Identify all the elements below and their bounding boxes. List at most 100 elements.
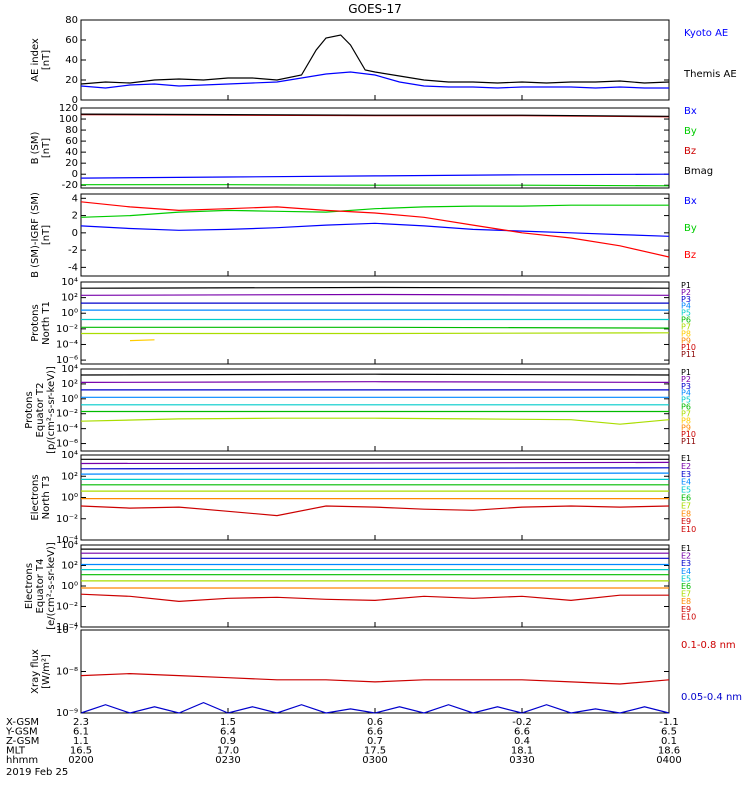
y-axis-label: [W/m²] [41, 654, 52, 689]
legend-entry: P2 [681, 375, 691, 384]
legend-entry: E3 [681, 470, 691, 479]
y-tick-label: -20 [62, 180, 78, 191]
y-axis-label: B (SM) [30, 131, 41, 164]
series-bmag [80, 113, 670, 117]
plot-frame [80, 544, 670, 628]
ephemeris-value: 0.1 [661, 736, 677, 747]
series-p2 [80, 381, 670, 383]
legend-entry: E10 [681, 525, 696, 534]
legend-entry: P1 [681, 368, 691, 377]
ephemeris-value: 0.9 [220, 736, 236, 747]
ephemeris-value: 0.4 [514, 736, 530, 747]
series-p1 [80, 286, 670, 289]
y-axis-label: Electrons [30, 474, 41, 520]
y-tick-label: 10⁰ [61, 493, 78, 504]
series-p8 [129, 339, 155, 342]
y-tick-label: 0 [72, 95, 78, 106]
y-tick-label: 20 [65, 158, 78, 169]
legend-entry: P4 [681, 302, 691, 311]
ephemeris-value: 18.6 [658, 746, 680, 757]
y-axis-label: AE index [30, 38, 41, 82]
ephemeris-value: 1.1 [73, 736, 89, 747]
y-tick-label: 10⁻² [56, 409, 78, 420]
series-p1 [80, 373, 670, 376]
y-tick-label: 10⁴ [61, 364, 78, 375]
y-tick-label: 40 [65, 55, 78, 66]
legend-entry: E9 [681, 517, 691, 526]
ephemeris-row-label: MLT [6, 746, 26, 757]
y-tick-label: 10² [61, 379, 78, 390]
legend-entry: By [684, 126, 697, 137]
panel-4: 10⁻⁶ 10⁻⁴ 10⁻² 10⁰ 10² 10⁴ Protons North T1 P1P2… [30, 277, 696, 366]
panel-3: -4 -2 0 2 4 B (SM)-IGRF (SM) [nT] Bx By Bz [30, 192, 697, 278]
legend-entry: P7 [681, 322, 691, 331]
legend-entry: E5 [681, 574, 691, 583]
y-tick-label: 10⁻⁹ [56, 708, 78, 719]
y-tick-label: 10⁰ [61, 581, 78, 592]
y-tick-label: 10⁰ [61, 308, 78, 319]
y-tick-label: 20 [65, 75, 78, 86]
plot-frame [80, 193, 670, 277]
legend-entry: P7 [681, 409, 691, 418]
legend-entry: P9 [681, 336, 691, 345]
legend-entry: E7 [681, 590, 691, 599]
ephemeris-row-label: hhmm [6, 755, 38, 766]
ephemeris-value: 6.4 [220, 727, 236, 738]
legend-entry: E3 [681, 559, 691, 568]
y-tick-label: 2 [72, 211, 78, 222]
y-axis-label: [nT] [41, 225, 52, 245]
legend-entry: Bz [684, 146, 696, 157]
ephemeris-value: 0.7 [367, 736, 383, 747]
legend-entry: E6 [681, 582, 691, 591]
y-tick-label: 60 [65, 136, 78, 147]
y-axis-label: North T3 [41, 476, 52, 520]
legend-entry: By [684, 223, 697, 234]
legend-entry: E4 [681, 478, 691, 487]
y-tick-label: 10² [61, 293, 78, 304]
y-tick-label: 10⁻² [56, 514, 78, 525]
ephemeris-row-label: Z-GSM [6, 736, 39, 747]
date-label: 2019 Feb 25 [6, 767, 68, 778]
figure-title: GOES-17 [348, 2, 402, 16]
y-tick-label: 10⁻⁶ [56, 355, 78, 366]
legend-entry: P8 [681, 416, 691, 425]
y-axis-label: [p/(cm²-s-sr-keV)] [46, 366, 57, 454]
y-tick-label: 10⁻² [56, 602, 78, 613]
y-axis-label: Electrons [24, 563, 35, 609]
series-p2 [80, 293, 670, 296]
legend-entry: P10 [681, 430, 696, 439]
y-tick-label: 10⁴ [61, 540, 78, 551]
legend-entry: P3 [681, 382, 691, 391]
legend-entry: E8 [681, 597, 691, 606]
y-tick-label: 40 [65, 147, 78, 158]
series-p7 [80, 417, 670, 425]
legend-entry: Bx [684, 106, 697, 117]
ephemeris-value: 0300 [362, 755, 387, 766]
legend-entry: E9 [681, 605, 691, 614]
panel-6: 10⁻⁴ 10⁻² 10⁰ 10² 10⁴ Electrons North T3 E1E2E3… [30, 450, 696, 546]
y-tick-label: 10⁻⁷ [56, 625, 78, 636]
legend-entry: E10 [681, 612, 696, 621]
ephemeris-value: 0330 [509, 755, 534, 766]
legend-entry: E7 [681, 501, 691, 510]
legend-entry: P6 [681, 316, 691, 325]
y-tick-label: 10⁻⁴ [56, 339, 78, 350]
series-e9 [80, 593, 669, 603]
ephemeris-value: 0230 [215, 755, 240, 766]
legend-entry: Themis AE [683, 69, 737, 80]
y-tick-label: -2 [68, 245, 78, 256]
y-tick-label: 4 [72, 193, 78, 204]
legend-entry: Bmag [684, 166, 713, 177]
legend-entry: 0.05-0.4 nm [681, 692, 742, 703]
y-tick-label: 10⁴ [61, 277, 78, 288]
series-kyoto-ae [80, 71, 669, 89]
y-tick-label: 10⁻⁴ [56, 535, 78, 546]
x-axis-ephemeris: X-GSM 2.3 1.5 0.6 -0.2 -1.1 Y-GSM 6.1 6.4 6.6 6.6 6… [5, 717, 682, 766]
y-tick-label: 80 [65, 125, 78, 136]
ephemeris-value: 17.5 [364, 746, 386, 757]
series-bx [80, 222, 670, 237]
legend-entry: P5 [681, 309, 691, 318]
